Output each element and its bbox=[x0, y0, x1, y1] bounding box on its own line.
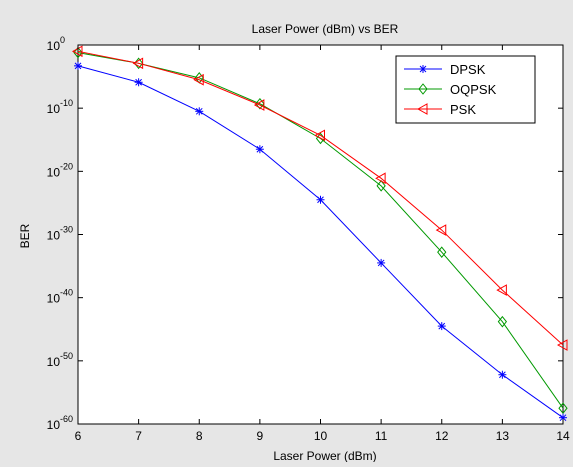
data-point-dpsk bbox=[498, 370, 507, 379]
x-tick-label: 8 bbox=[196, 429, 203, 443]
y-axis-label: BER bbox=[18, 223, 32, 248]
y-tick-label: 10 bbox=[47, 39, 61, 53]
data-point-psk bbox=[496, 284, 507, 296]
x-tick-label: 11 bbox=[375, 429, 388, 443]
data-point-dpsk bbox=[74, 61, 82, 70]
marker-stroke bbox=[438, 322, 446, 330]
series-psk bbox=[71, 45, 568, 351]
legend-label: PSK bbox=[450, 102, 476, 117]
marker-stroke bbox=[419, 65, 427, 73]
legend-item-dpsk: DPSK bbox=[404, 62, 486, 77]
marker-stroke bbox=[135, 78, 142, 86]
legend-item-psk: PSK bbox=[404, 102, 476, 117]
y-tick-exponent: -30 bbox=[60, 225, 73, 235]
legend-item-oqpsk: OQPSK bbox=[404, 82, 497, 97]
marker-diamond bbox=[418, 83, 428, 95]
data-point-psk bbox=[253, 99, 265, 111]
data-point-oqpsk bbox=[255, 97, 265, 110]
y-tick-exponent: -50 bbox=[60, 351, 73, 361]
y-tick-exponent: 0 bbox=[60, 35, 65, 45]
series-line-psk bbox=[77, 50, 564, 346]
data-point-oqpsk bbox=[376, 180, 386, 192]
y-tick-label: 10 bbox=[47, 102, 61, 116]
data-point-dpsk bbox=[134, 78, 143, 87]
x-tick-label: 6 bbox=[75, 429, 82, 443]
data-point-psk bbox=[193, 73, 204, 86]
data-point-psk bbox=[314, 129, 325, 142]
marker-stroke bbox=[74, 62, 82, 70]
data-point-dpsk bbox=[255, 145, 264, 154]
y-tick-exponent: -60 bbox=[60, 414, 73, 424]
chart-title: Laser Power (dBm) vs BER bbox=[252, 22, 399, 36]
data-point-dpsk bbox=[437, 322, 446, 331]
data-point-oqpsk bbox=[497, 315, 508, 328]
data-point-oqpsk bbox=[73, 46, 83, 59]
x-tick-label: 12 bbox=[435, 429, 449, 443]
marker-asterisk bbox=[419, 65, 427, 73]
y-tick-exponent: -40 bbox=[60, 288, 73, 298]
y-tick-label: 10 bbox=[47, 229, 61, 243]
data-point-dpsk bbox=[377, 258, 386, 267]
legend-label: OQPSK bbox=[450, 82, 497, 97]
series-dpsk bbox=[74, 61, 567, 422]
marker-stroke bbox=[559, 414, 567, 422]
x-tick-label: 9 bbox=[257, 429, 264, 443]
marker-stroke bbox=[256, 145, 264, 153]
y-tick-label: 10 bbox=[47, 292, 61, 306]
data-point-dpsk bbox=[316, 195, 325, 204]
marker-stroke bbox=[377, 259, 385, 267]
y-tick-label: 10 bbox=[47, 355, 61, 369]
data-point-psk bbox=[132, 57, 144, 70]
data-point-psk bbox=[375, 172, 386, 185]
legend-label: DPSK bbox=[450, 62, 486, 77]
x-axis-label: Laser Power (dBm) bbox=[273, 449, 376, 462]
y-tick-exponent: -20 bbox=[60, 161, 73, 171]
data-point-oqpsk bbox=[558, 402, 568, 415]
y-tick-label: 10 bbox=[47, 165, 61, 179]
data-point-oqpsk bbox=[437, 246, 447, 258]
x-tick-label: 13 bbox=[496, 429, 510, 443]
marker-stroke bbox=[195, 107, 203, 115]
data-point-psk bbox=[435, 224, 447, 236]
marker-stroke bbox=[317, 196, 324, 204]
y-tick-exponent: -10 bbox=[60, 98, 73, 108]
x-tick-label: 7 bbox=[135, 429, 142, 443]
x-tick-label: 14 bbox=[556, 429, 570, 443]
y-tick-label: 10 bbox=[47, 418, 61, 432]
marker-triangle-left bbox=[416, 103, 428, 115]
data-point-psk bbox=[556, 339, 568, 351]
x-tick-label: 10 bbox=[314, 429, 328, 443]
data-point-dpsk bbox=[195, 107, 204, 116]
marker-stroke bbox=[499, 371, 506, 379]
